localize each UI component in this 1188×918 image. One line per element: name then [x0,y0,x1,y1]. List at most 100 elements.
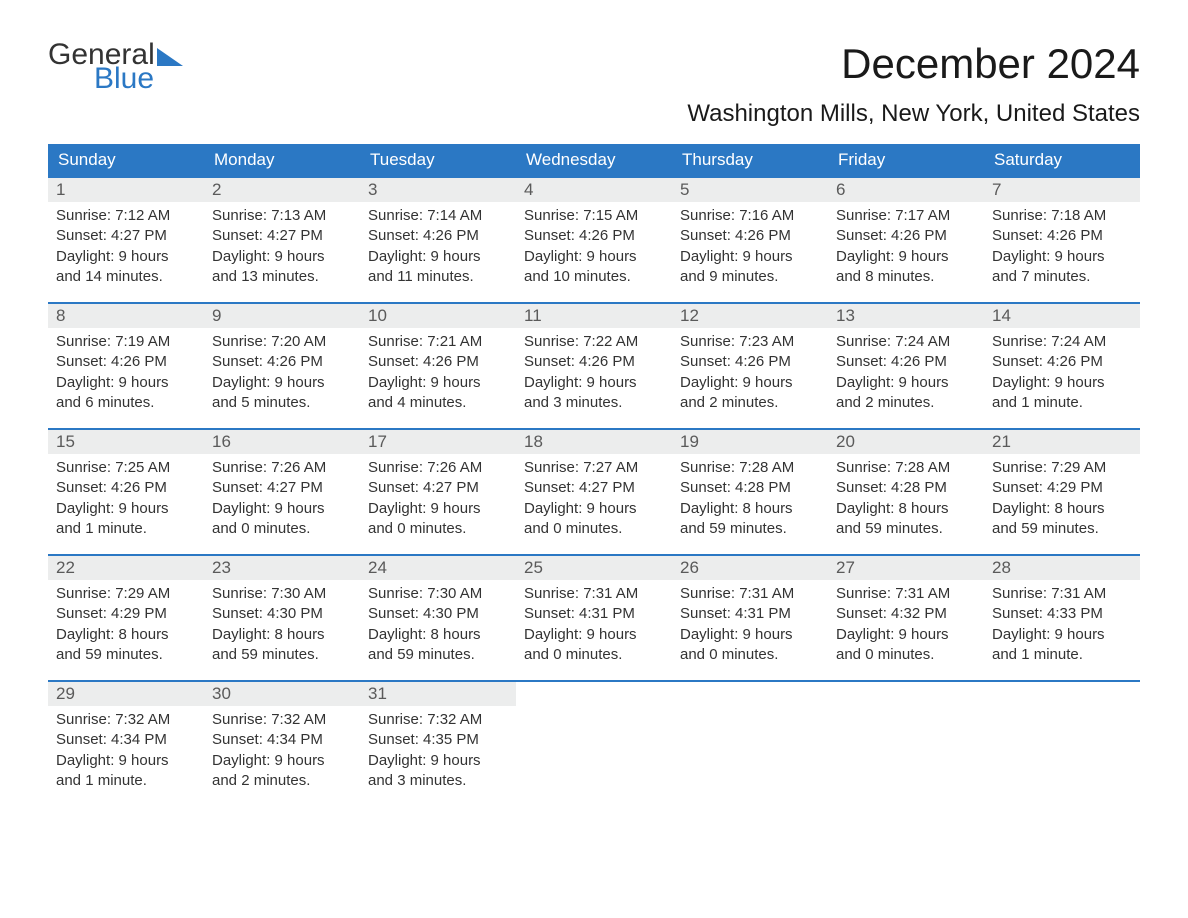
dayname-saturday: Saturday [984,144,1140,177]
sunset-text: Sunset: 4:34 PM [56,730,196,750]
calendar-cell: 2Sunrise: 7:13 AMSunset: 4:27 PMDaylight… [204,177,360,303]
location-subtitle: Washington Mills, New York, United State… [687,100,1140,128]
sunrise-text: Sunrise: 7:23 AM [680,332,820,352]
day-number: 30 [204,682,360,706]
sunset-text: Sunset: 4:27 PM [212,478,352,498]
day-body: Sunrise: 7:24 AMSunset: 4:26 PMDaylight:… [984,328,1140,421]
sunset-text: Sunset: 4:26 PM [368,226,508,246]
day-number: 31 [360,682,516,706]
daylight-line2: and 1 minute. [56,519,196,539]
daylight-line2: and 59 minutes. [56,645,196,665]
daylight-line1: Daylight: 9 hours [524,373,664,393]
sunrise-text: Sunrise: 7:19 AM [56,332,196,352]
sunset-text: Sunset: 4:27 PM [368,478,508,498]
sunset-text: Sunset: 4:26 PM [56,352,196,372]
sunrise-text: Sunrise: 7:30 AM [212,584,352,604]
sunrise-text: Sunrise: 7:31 AM [524,584,664,604]
sunrise-text: Sunrise: 7:13 AM [212,206,352,226]
day-number: 15 [48,430,204,454]
sunset-text: Sunset: 4:31 PM [680,604,820,624]
dayname-monday: Monday [204,144,360,177]
daylight-line1: Daylight: 8 hours [992,499,1132,519]
day-body: Sunrise: 7:14 AMSunset: 4:26 PMDaylight:… [360,202,516,295]
day-body: Sunrise: 7:23 AMSunset: 4:26 PMDaylight:… [672,328,828,421]
calendar-week-row: 8Sunrise: 7:19 AMSunset: 4:26 PMDaylight… [48,303,1140,429]
day-number: 2 [204,178,360,202]
calendar-cell: 13Sunrise: 7:24 AMSunset: 4:26 PMDayligh… [828,303,984,429]
dayname-friday: Friday [828,144,984,177]
sunrise-text: Sunrise: 7:22 AM [524,332,664,352]
calendar-cell: 28Sunrise: 7:31 AMSunset: 4:33 PMDayligh… [984,555,1140,681]
daylight-line1: Daylight: 9 hours [368,499,508,519]
day-body: Sunrise: 7:13 AMSunset: 4:27 PMDaylight:… [204,202,360,295]
sunset-text: Sunset: 4:28 PM [680,478,820,498]
day-number: 13 [828,304,984,328]
sunrise-text: Sunrise: 7:16 AM [680,206,820,226]
sunrise-text: Sunrise: 7:15 AM [524,206,664,226]
sunset-text: Sunset: 4:31 PM [524,604,664,624]
sunrise-text: Sunrise: 7:24 AM [836,332,976,352]
sunset-text: Sunset: 4:26 PM [524,226,664,246]
sunrise-text: Sunrise: 7:21 AM [368,332,508,352]
day-number: 12 [672,304,828,328]
daylight-line2: and 5 minutes. [212,393,352,413]
calendar-cell: 24Sunrise: 7:30 AMSunset: 4:30 PMDayligh… [360,555,516,681]
sunset-text: Sunset: 4:26 PM [836,226,976,246]
sunset-text: Sunset: 4:26 PM [992,352,1132,372]
sunset-text: Sunset: 4:26 PM [680,226,820,246]
day-body: Sunrise: 7:30 AMSunset: 4:30 PMDaylight:… [204,580,360,673]
day-number: 3 [360,178,516,202]
daylight-line2: and 2 minutes. [680,393,820,413]
calendar-cell: 20Sunrise: 7:28 AMSunset: 4:28 PMDayligh… [828,429,984,555]
daylight-line2: and 59 minutes. [212,645,352,665]
dayname-wednesday: Wednesday [516,144,672,177]
day-body: Sunrise: 7:32 AMSunset: 4:34 PMDaylight:… [204,706,360,799]
calendar-cell [984,681,1140,806]
daylight-line1: Daylight: 9 hours [56,751,196,771]
sunset-text: Sunset: 4:30 PM [368,604,508,624]
sunrise-text: Sunrise: 7:32 AM [56,710,196,730]
sunset-text: Sunset: 4:26 PM [56,478,196,498]
day-number: 23 [204,556,360,580]
daylight-line1: Daylight: 8 hours [680,499,820,519]
day-body: Sunrise: 7:29 AMSunset: 4:29 PMDaylight:… [984,454,1140,547]
calendar-cell: 22Sunrise: 7:29 AMSunset: 4:29 PMDayligh… [48,555,204,681]
day-number: 9 [204,304,360,328]
calendar-cell: 16Sunrise: 7:26 AMSunset: 4:27 PMDayligh… [204,429,360,555]
daylight-line2: and 3 minutes. [524,393,664,413]
calendar-cell: 15Sunrise: 7:25 AMSunset: 4:26 PMDayligh… [48,429,204,555]
daylight-line2: and 0 minutes. [836,645,976,665]
day-body: Sunrise: 7:12 AMSunset: 4:27 PMDaylight:… [48,202,204,295]
sunrise-text: Sunrise: 7:28 AM [836,458,976,478]
daylight-line2: and 9 minutes. [680,267,820,287]
daylight-line1: Daylight: 9 hours [992,373,1132,393]
calendar-cell: 30Sunrise: 7:32 AMSunset: 4:34 PMDayligh… [204,681,360,806]
daylight-line1: Daylight: 9 hours [56,247,196,267]
day-number: 16 [204,430,360,454]
calendar-header-row: Sunday Monday Tuesday Wednesday Thursday… [48,144,1140,177]
day-body: Sunrise: 7:31 AMSunset: 4:32 PMDaylight:… [828,580,984,673]
calendar-cell: 12Sunrise: 7:23 AMSunset: 4:26 PMDayligh… [672,303,828,429]
daylight-line1: Daylight: 9 hours [680,373,820,393]
daylight-line2: and 8 minutes. [836,267,976,287]
calendar-cell: 10Sunrise: 7:21 AMSunset: 4:26 PMDayligh… [360,303,516,429]
day-number: 14 [984,304,1140,328]
daylight-line2: and 2 minutes. [836,393,976,413]
calendar-cell: 27Sunrise: 7:31 AMSunset: 4:32 PMDayligh… [828,555,984,681]
sunrise-text: Sunrise: 7:26 AM [212,458,352,478]
daylight-line1: Daylight: 9 hours [680,247,820,267]
day-number: 28 [984,556,1140,580]
calendar-week-row: 22Sunrise: 7:29 AMSunset: 4:29 PMDayligh… [48,555,1140,681]
daylight-line1: Daylight: 9 hours [368,373,508,393]
daylight-line1: Daylight: 8 hours [56,625,196,645]
calendar-cell [828,681,984,806]
dayname-thursday: Thursday [672,144,828,177]
title-block: December 2024 Washington Mills, New York… [687,40,1140,128]
day-body: Sunrise: 7:25 AMSunset: 4:26 PMDaylight:… [48,454,204,547]
sunrise-text: Sunrise: 7:17 AM [836,206,976,226]
daylight-line1: Daylight: 9 hours [836,247,976,267]
sunset-text: Sunset: 4:27 PM [524,478,664,498]
day-body: Sunrise: 7:31 AMSunset: 4:31 PMDaylight:… [516,580,672,673]
calendar-cell: 14Sunrise: 7:24 AMSunset: 4:26 PMDayligh… [984,303,1140,429]
daylight-line1: Daylight: 9 hours [992,247,1132,267]
